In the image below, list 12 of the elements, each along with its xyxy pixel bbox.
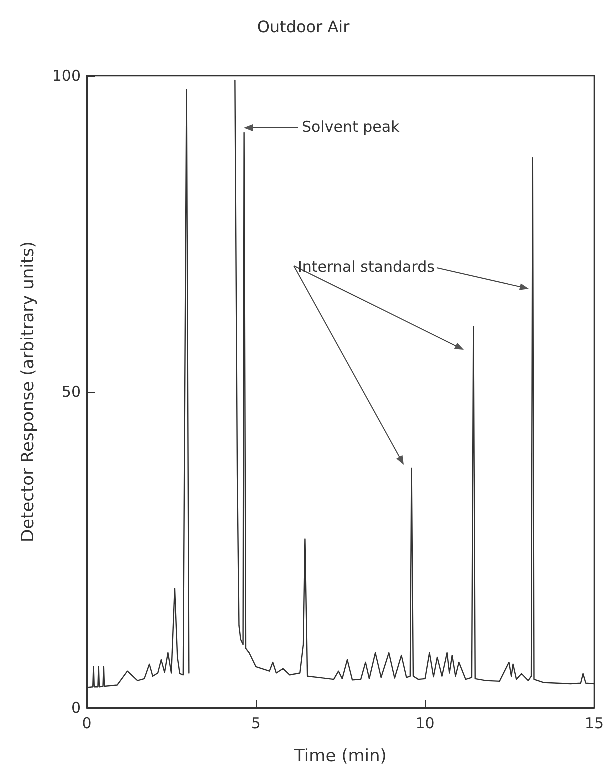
x-tick-label: 5	[251, 714, 261, 732]
chart-title: Outdoor Air	[257, 18, 350, 36]
y-tick-label: 50	[62, 383, 81, 401]
annotation: Internal standards	[298, 258, 435, 276]
x-tick-label: 0	[82, 714, 92, 732]
x-tick-label: 15	[584, 714, 604, 732]
y-tick-label: 0	[71, 699, 81, 717]
y-axis-title: Detector Response (arbitrary units)	[18, 241, 38, 543]
x-axis-title: Time (min)	[294, 746, 387, 766]
x-tick-label: 10	[416, 714, 435, 732]
annotation: Solvent peak	[302, 118, 400, 136]
y-tick-label: 100	[52, 67, 81, 85]
